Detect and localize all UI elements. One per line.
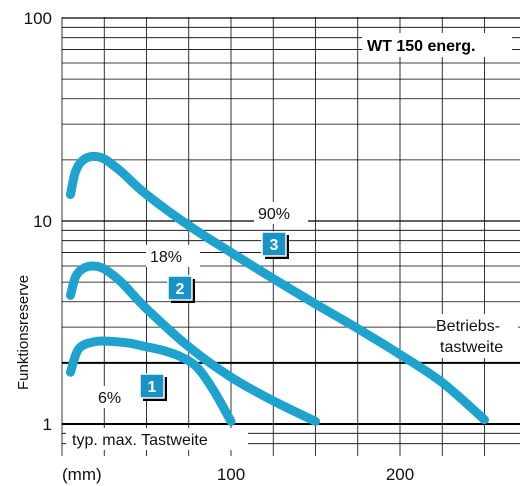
series-curve-3 [66, 151, 489, 425]
series-badge-number: 2 [176, 281, 185, 298]
series-badge-1 [139, 373, 165, 399]
series-curves [66, 151, 489, 426]
ref-label-2: Betriebs- tastweite [436, 314, 518, 358]
series-badge-2 [167, 275, 193, 301]
series-labels: 6% 18% 90% [94, 202, 308, 408]
y-tick-labels: 1 10 100 [24, 9, 52, 434]
series-label-bg [146, 245, 200, 267]
y-axis-label: Funktionsreserve [15, 275, 32, 390]
x-tick-label: 200 [386, 465, 414, 484]
y-tick-label: 100 [24, 9, 52, 28]
series-curve-1 [66, 336, 236, 426]
x-tick-label: 100 [217, 465, 245, 484]
x-unit-label: (mm) [62, 465, 102, 484]
series-badges: 1 2 3 [139, 231, 289, 401]
ref-label-2-line1: Betriebs- [436, 318, 500, 335]
ref-label-2-line2: tastweite [440, 339, 503, 356]
reference-lines [62, 361, 520, 425]
series-label-bg [254, 202, 308, 224]
ref-label-1-text: typ. max. Tastweite [72, 432, 208, 449]
x-tick-labels: 100 200 [217, 465, 414, 484]
series-badge-3 [261, 231, 287, 257]
y-tick-label: 1 [43, 415, 52, 434]
series-curve-2 [66, 261, 320, 426]
series-label-bg [94, 386, 138, 408]
title-box: WT 150 energ. [362, 33, 512, 57]
y-tick-label: 10 [33, 212, 52, 231]
series-label-1: 6% [98, 390, 121, 407]
series-label-3: 90% [258, 206, 290, 223]
series-badge-number: 3 [270, 237, 279, 254]
ref-label-1: typ. max. Tastweite [66, 428, 248, 450]
chart-title: WT 150 energ. [367, 38, 475, 55]
series-label-2: 18% [150, 249, 182, 266]
series-badge-number: 1 [148, 379, 157, 396]
